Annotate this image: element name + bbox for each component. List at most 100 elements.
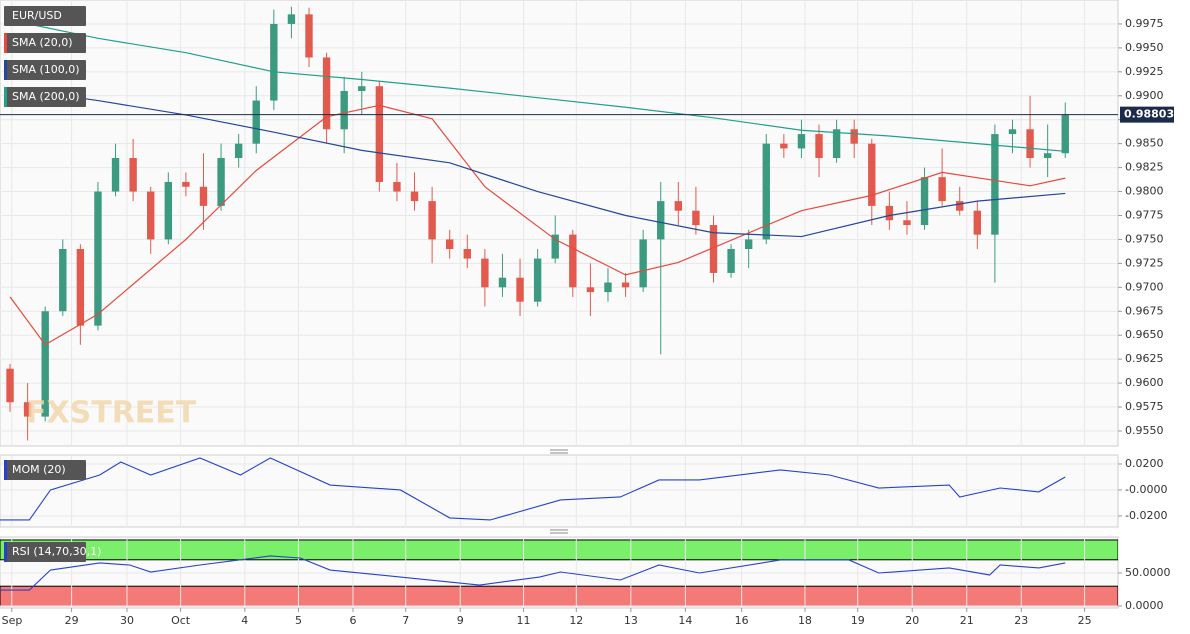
- x-tick-label: 18: [798, 614, 812, 627]
- legend-box: [4, 460, 86, 480]
- legend-label: SMA (100,0): [12, 63, 80, 76]
- candle-body: [1043, 153, 1052, 159]
- candle-body: [481, 258, 489, 288]
- y-tick-label: 0.0200: [1125, 457, 1164, 470]
- candle-body: [621, 282, 630, 288]
- candle-body: [973, 210, 981, 235]
- x-tick-label: 12: [569, 614, 583, 627]
- candle-body: [270, 23, 278, 101]
- candle-body: [832, 129, 841, 159]
- legend-label: EUR/USD: [12, 9, 62, 22]
- legend-swatch: [4, 542, 7, 562]
- candle-body: [252, 100, 260, 144]
- x-tick-label: 4: [241, 614, 248, 627]
- sma-line: [9, 19, 1066, 152]
- candle-body: [709, 225, 718, 273]
- candle-body: [217, 158, 225, 206]
- x-tick-label: 16: [735, 614, 749, 627]
- last-price-label: 0.98803: [1124, 108, 1174, 121]
- y-tick-label: 0.9950: [1125, 41, 1164, 54]
- y-tick-label: 0.9675: [1125, 304, 1164, 317]
- candle-body: [674, 201, 683, 211]
- x-tick-label: 30: [120, 614, 134, 627]
- divider-grip[interactable]: [550, 449, 568, 534]
- candle-body: [129, 158, 137, 192]
- candle-body: [956, 201, 964, 211]
- legend-label: SMA (200,0): [12, 90, 80, 103]
- candle-body: [111, 158, 120, 192]
- y-tick-label: 50.0000: [1125, 566, 1171, 579]
- y-tick-label: 0.9550: [1125, 424, 1164, 437]
- y-tick-label: 0.9650: [1125, 328, 1164, 341]
- candle-body: [59, 249, 67, 312]
- candle-body: [885, 205, 894, 221]
- candle-body: [182, 181, 190, 187]
- legend-swatch: [4, 87, 7, 107]
- x-tick-label: 5: [295, 614, 302, 627]
- legend-box: [4, 33, 86, 53]
- candle-body: [815, 134, 823, 159]
- last-price-box: [1120, 106, 1174, 123]
- candle-body: [692, 210, 700, 226]
- candle-body: [428, 201, 436, 240]
- x-tick-label: 13: [624, 614, 638, 627]
- candle-body: [1008, 129, 1017, 135]
- x-tick-label: 9: [457, 614, 464, 627]
- candle-body: [358, 86, 366, 91]
- candle-body: [76, 249, 85, 326]
- y-tick-label: 0.9575: [1125, 400, 1164, 413]
- x-tick-label: 19: [851, 614, 865, 627]
- candle-body: [868, 143, 876, 206]
- candle-body: [569, 234, 577, 288]
- candle-body: [780, 143, 788, 149]
- y-tick-label: -0.0000: [1125, 483, 1167, 496]
- candle-body: [147, 191, 155, 240]
- legend-label: RSI (14,70,30,1): [12, 545, 101, 558]
- candle-body: [604, 282, 612, 293]
- y-tick-label: 0.9825: [1125, 161, 1164, 174]
- legend-box: [4, 6, 86, 26]
- band: [0, 539, 1118, 561]
- candle-body: [340, 90, 348, 130]
- x-tick-label: 21: [960, 614, 974, 627]
- candle-body: [410, 191, 419, 202]
- candle-body: [797, 134, 806, 149]
- candle-body: [287, 14, 296, 24]
- candle-body: [23, 402, 32, 417]
- y-tick-label: 0.9775: [1125, 208, 1164, 221]
- main-panel: [0, 0, 1119, 447]
- plot: [0, 0, 1118, 446]
- band: [0, 585, 1118, 607]
- x-tick-label: 29: [65, 614, 79, 627]
- legend-swatch: [4, 460, 7, 480]
- candle-body: [6, 368, 14, 403]
- y-tick-label: 0.9625: [1125, 352, 1164, 365]
- y-tick-label: 0.9800: [1125, 185, 1164, 198]
- x-tick-label: Sep: [2, 614, 23, 627]
- candle-body: [516, 277, 524, 302]
- y-tick-label: 0.9750: [1125, 232, 1164, 245]
- candle-body: [920, 177, 929, 226]
- x-tick-label: 23: [1014, 614, 1028, 627]
- indicator-line: [0, 555, 1066, 591]
- legend-box: [4, 60, 86, 80]
- x-tick-label: 14: [678, 614, 692, 627]
- candle-body: [991, 134, 999, 235]
- candle-body: [938, 177, 946, 202]
- candle-body: [305, 14, 313, 58]
- y-tick-label: 0.9900: [1125, 89, 1164, 102]
- candle-body: [199, 186, 208, 206]
- mom-panel: [0, 454, 1119, 528]
- candle-body: [393, 181, 401, 192]
- indicator-line: [0, 457, 1066, 521]
- candle-body: [903, 220, 911, 226]
- x-tick-label: 6: [349, 614, 356, 627]
- candle-body: [463, 249, 471, 259]
- plot: [0, 455, 1118, 527]
- legend-box: [4, 87, 86, 107]
- legend-box: [4, 542, 86, 562]
- candle-body: [446, 239, 454, 250]
- candle-body: [1026, 129, 1034, 159]
